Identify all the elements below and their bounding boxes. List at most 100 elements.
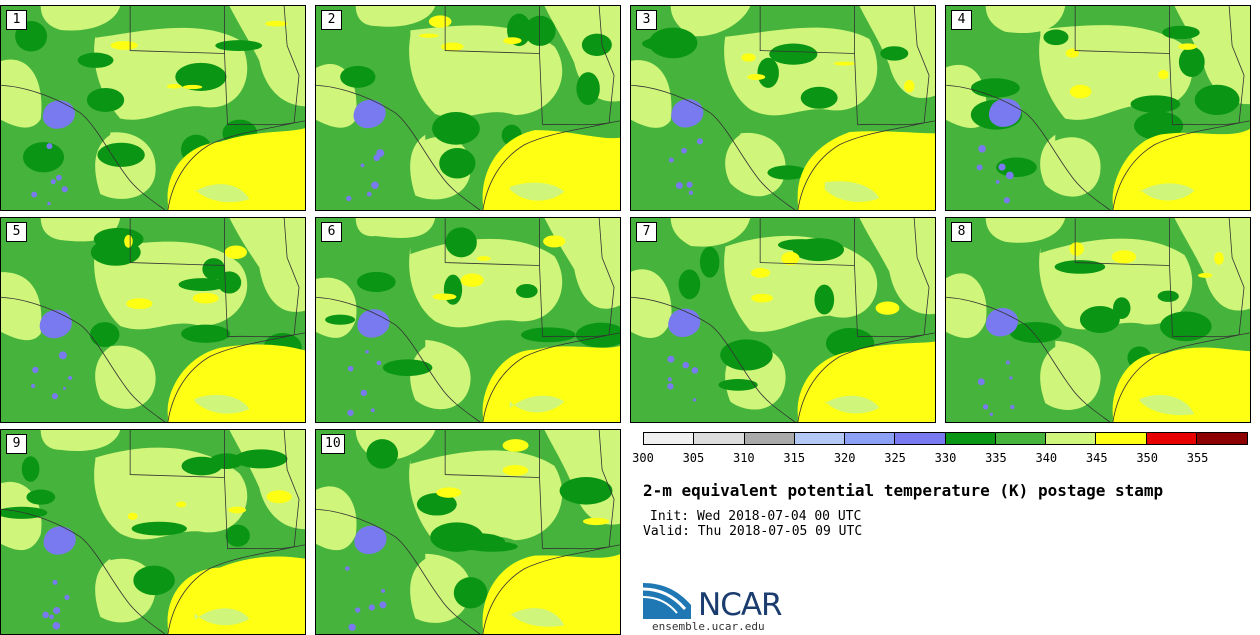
panel-label: 1 (6, 10, 27, 30)
boundary-line (1074, 218, 1170, 266)
field-patch (371, 181, 379, 190)
boundary-line (129, 218, 225, 266)
field-patch (515, 283, 538, 299)
boundary-line (224, 430, 228, 549)
field-patch (370, 408, 375, 413)
gulf-high-theta-e (167, 556, 305, 634)
field-patch (1043, 29, 1069, 46)
field-region (509, 395, 565, 413)
field-patch (441, 42, 464, 51)
field-patch (971, 78, 1020, 98)
boundary-line (1112, 120, 1250, 210)
boundary-line (539, 430, 543, 549)
field-patch (833, 61, 855, 66)
ensemble-member-panel: 3 (630, 5, 936, 211)
field-patch (502, 439, 529, 452)
field-region (95, 345, 156, 409)
colorbar-tick-label: 335 (985, 451, 1007, 465)
panel-label: 10 (321, 434, 345, 454)
field-patch (355, 607, 361, 613)
field-patch (61, 186, 68, 193)
field-patch (52, 622, 61, 630)
field-region (631, 269, 672, 338)
field-patch (365, 350, 369, 354)
field-patch (1054, 260, 1106, 274)
field-patch (382, 359, 433, 376)
field-patch (181, 324, 231, 343)
field-patch (1065, 48, 1080, 58)
field-region (40, 6, 121, 31)
field-patch (97, 142, 145, 167)
field-patch (769, 43, 818, 65)
field-patch (379, 601, 387, 609)
colorbar-segment (1196, 433, 1247, 444)
field-patch (26, 489, 56, 505)
boundary-line (631, 296, 796, 422)
field-patch (576, 72, 600, 106)
colorbar-tick-label: 325 (884, 451, 906, 465)
field-patch (1005, 171, 1014, 180)
boundary-line (444, 430, 540, 478)
field-patch (166, 84, 182, 89)
colorbar-segment (1046, 433, 1097, 444)
field-patch (1010, 404, 1015, 410)
field-patch (1162, 25, 1200, 40)
field-patch (453, 577, 488, 609)
boundary-line (1, 84, 166, 210)
field-patch (31, 383, 36, 389)
boundary-line (1228, 218, 1245, 335)
field-patch (777, 239, 825, 251)
field-patch (110, 41, 138, 50)
boundary-line (227, 334, 295, 338)
boundary-line (224, 218, 228, 337)
field-patch (373, 154, 380, 162)
field-patch (77, 52, 114, 68)
field-patch (581, 33, 612, 57)
colorbar-tick-label: 355 (1186, 451, 1209, 465)
field-patch (521, 327, 576, 343)
field-patch (1069, 84, 1092, 99)
low-theta-e-region (353, 99, 386, 129)
boundary-line (854, 6, 858, 125)
field-patch (692, 398, 697, 402)
field-patch (360, 389, 367, 397)
field-patch (58, 351, 67, 360)
panel-label: 9 (6, 434, 27, 454)
field-patch (228, 506, 246, 514)
field-patch (688, 190, 694, 195)
field-patch (982, 404, 989, 410)
field-patch (996, 157, 1037, 178)
field-patch (747, 74, 766, 80)
boundary-line (129, 6, 225, 54)
field-patch (750, 267, 771, 278)
field-patch (192, 292, 219, 304)
panel-label: 3 (636, 10, 657, 30)
boundary-line (857, 122, 925, 126)
source-url: ensemble.ucar.edu (652, 620, 765, 633)
field-patch (360, 163, 365, 168)
field-region (670, 218, 751, 247)
field-region (1, 272, 42, 341)
field-patch (1214, 252, 1224, 265)
field-patch (42, 611, 49, 619)
boundary-line (283, 218, 300, 335)
boundary-line (167, 544, 305, 634)
boundary-line (1, 508, 166, 634)
ensemble-member-panel: 9 (0, 429, 306, 635)
ensemble-member-panel: 1 (0, 5, 306, 211)
panel-label: 4 (951, 10, 972, 30)
ensemble-member-panel: 4 (945, 5, 1251, 211)
field-patch (175, 62, 227, 91)
colorbar-tick-label: 300 (632, 451, 654, 465)
boundary-line (1172, 334, 1240, 338)
field-patch (781, 251, 800, 266)
field-region (1, 59, 42, 128)
boundary-line (797, 120, 935, 210)
field-patch (1009, 376, 1013, 380)
field-patch (215, 40, 263, 52)
ensemble-member-panel: 5 (0, 217, 306, 423)
field-patch (476, 256, 491, 261)
field-region (194, 394, 250, 414)
field-patch (642, 36, 695, 51)
field-region (469, 65, 503, 93)
